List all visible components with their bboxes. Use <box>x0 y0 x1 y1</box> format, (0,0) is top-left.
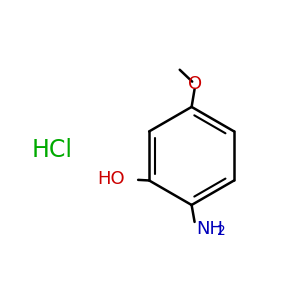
Text: HO: HO <box>98 170 125 188</box>
Text: 2: 2 <box>217 224 226 238</box>
Text: O: O <box>188 75 202 93</box>
Text: HCl: HCl <box>32 138 72 162</box>
Text: NH: NH <box>197 220 224 238</box>
